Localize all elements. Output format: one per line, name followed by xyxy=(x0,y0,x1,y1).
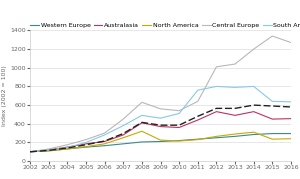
Legend: Western Europe, Australasia, North America, Central Europe, South America, Globa: Western Europe, Australasia, North Ameri… xyxy=(30,22,300,28)
Y-axis label: Index (2002 = 100): Index (2002 = 100) xyxy=(2,65,8,126)
